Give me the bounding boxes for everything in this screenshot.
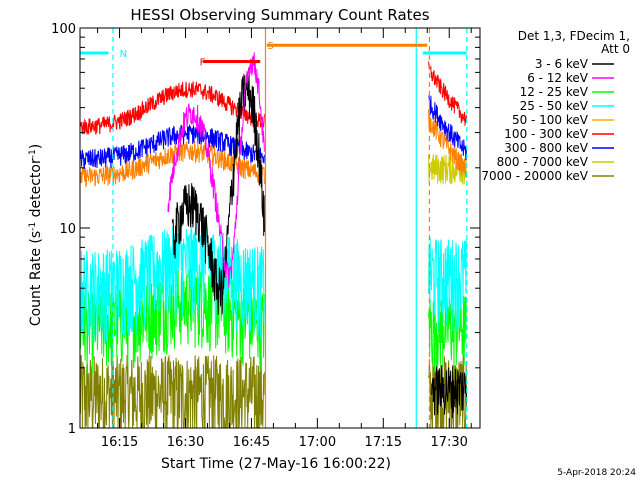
legend-label: 7000 - 20000 keV [481,169,588,183]
series-800-7000 [428,153,467,185]
legend-label: 12 - 25 keV [520,85,589,99]
series-300-800-line [79,124,265,170]
series-25-50 [79,223,467,343]
legend-label: 800 - 7000 keV [497,155,589,169]
flag-label: N [120,49,127,60]
marker-group: N F S [80,28,468,428]
legend-label: 50 - 100 keV [512,113,589,127]
x-tick-label: 17:30 [430,435,467,450]
x-tick-label: 16:30 [167,435,204,450]
y-axis-label-main: Count Rate (s [28,231,44,326]
series-800-7000-line [428,153,467,185]
series-300-800 [79,95,467,170]
series-12-25-line [79,267,265,375]
flag-label: S [267,41,273,52]
x-axis-label: Start Time (27-May-16 16:00:22) [161,456,391,472]
footer-timestamp: 5-Apr-2018 20:24 [557,468,636,478]
series-100-300-line [79,81,265,135]
series-25-50-line [428,237,467,333]
x-tick-label: 17:15 [365,435,402,450]
series-25-50-line [79,223,265,343]
series-6-12 [167,52,265,289]
x-tick-label: 17:00 [299,435,336,450]
y-axis-label: Count Rate (s-1 detector-1) [28,144,44,326]
chart-title: HESSI Observing Summary Count Rates [130,6,429,24]
series-300-800-line [428,95,467,161]
x-axis: 16:15 16:30 16:45 17:00 17:15 17:30 [97,28,472,450]
y-axis-label-end: ) [28,144,44,149]
x-tick-label: 16:15 [101,435,138,450]
series-3-6-line [431,365,467,419]
y-axis-label-sup2: -1 [28,149,38,158]
y-axis-label-sup1: -1 [28,222,38,231]
flag-label: F [200,57,206,68]
plot-data-group [79,52,467,430]
series-50-100-line [79,141,265,188]
legend-header: Det 1,3, FDecim 1, [518,29,630,43]
series-100-300 [79,61,467,135]
series-6-12-line [167,52,265,289]
y-tick-label: 100 [51,22,76,37]
series-7000-20000-line [79,354,265,430]
legend-label: 100 - 300 keV [504,127,588,141]
legend-label: 3 - 6 keV [535,57,589,71]
series-100-300-line [428,61,467,126]
legend-label: 300 - 800 keV [504,141,588,155]
y-axis: 1 10 100 [51,22,480,437]
y-tick-label: 1 [68,422,76,437]
x-tick-label: 16:45 [233,435,270,450]
legend-label: 25 - 50 keV [520,99,589,113]
legend-header: Att 0 [601,42,630,56]
legend-label: 6 - 12 keV [527,71,589,85]
y-tick-label: 10 [59,222,76,237]
y-axis-label-mid: detector [28,158,44,222]
